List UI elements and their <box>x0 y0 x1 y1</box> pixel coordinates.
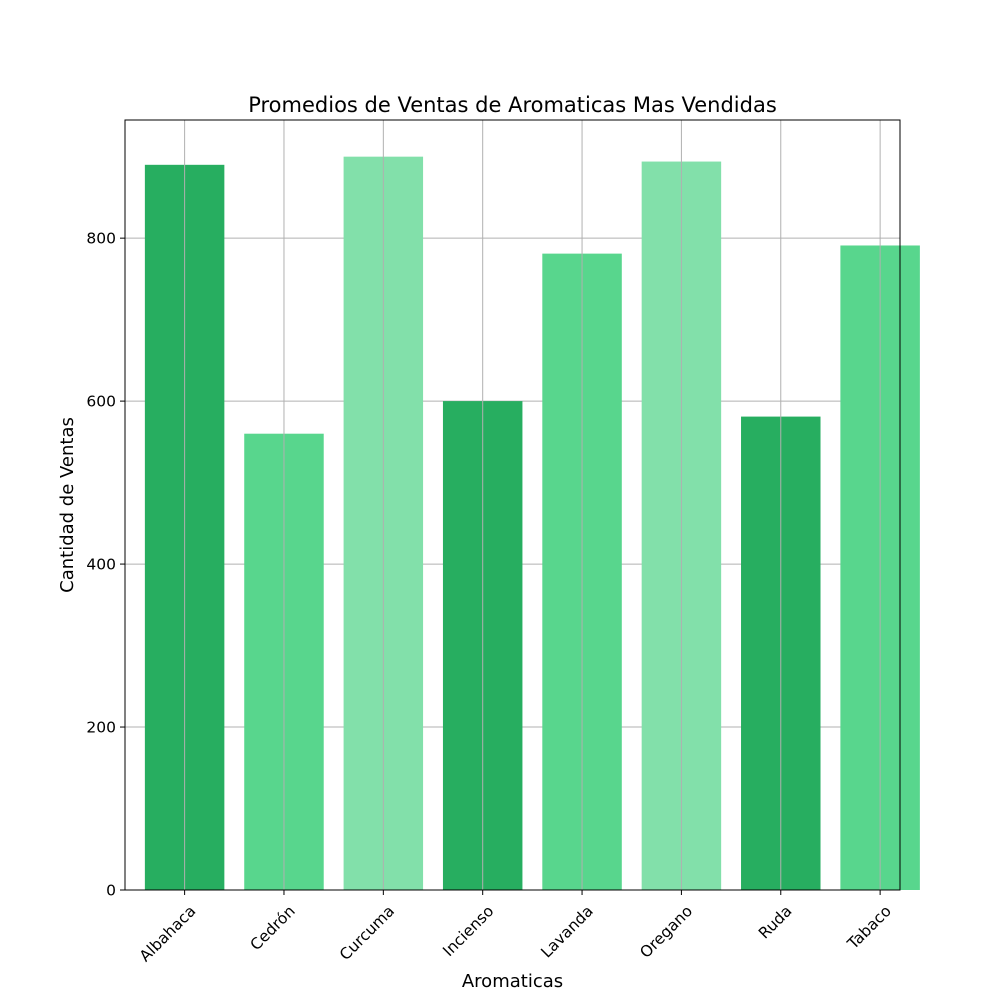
y-tick-label: 400 <box>86 556 116 574</box>
y-tick-label: 0 <box>106 882 116 900</box>
plot-frame <box>124 119 901 891</box>
y-tick-label: 800 <box>86 230 116 248</box>
chart-title: Promedios de Ventas de Aromaticas Mas Ve… <box>248 93 777 117</box>
y-axis-label: Cantidad de Ventas <box>57 417 78 593</box>
x-axis-label: Aromaticas <box>462 971 563 992</box>
vertical-grid-layer <box>184 120 881 890</box>
y-tick-label: 200 <box>86 719 116 737</box>
y-tick-label: 600 <box>86 393 116 411</box>
